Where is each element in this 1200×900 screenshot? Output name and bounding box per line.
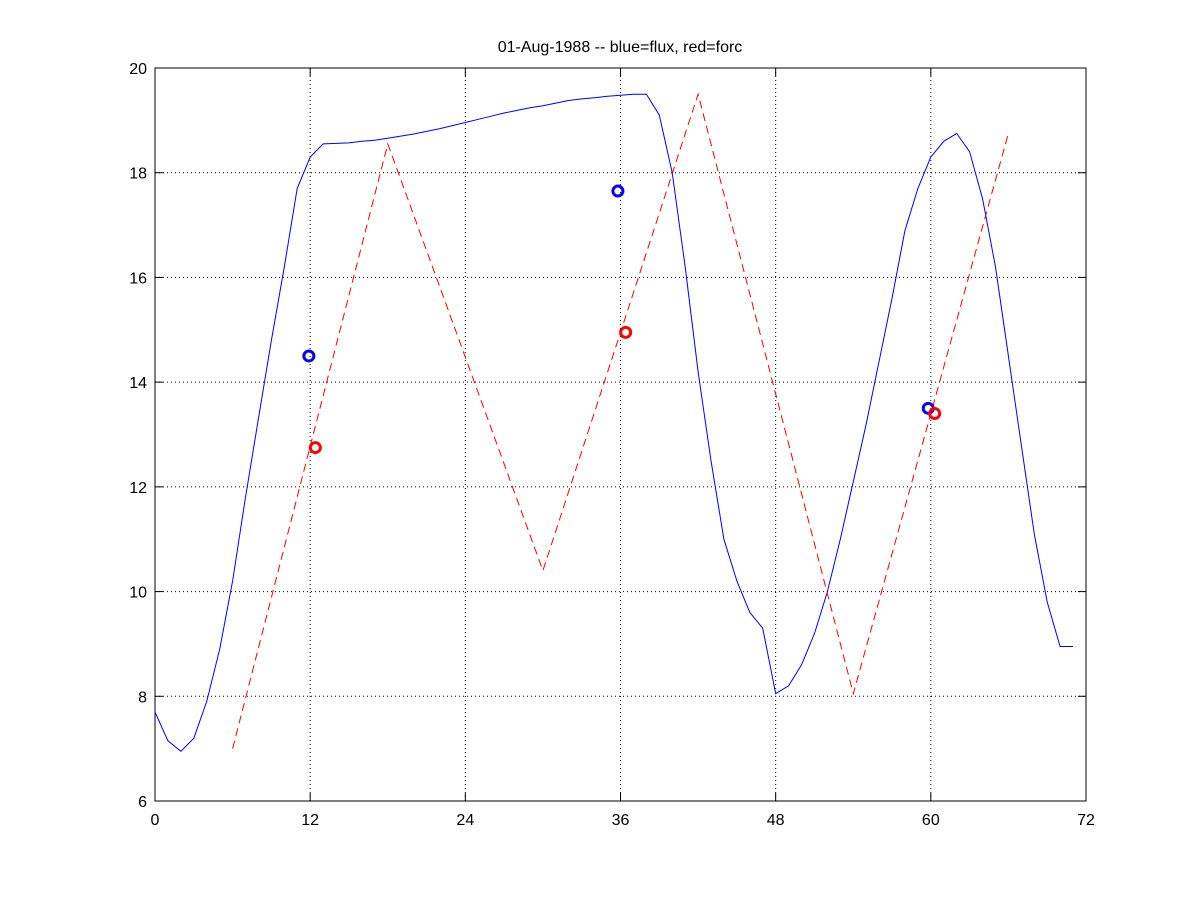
x-tick-label: 72	[1077, 812, 1095, 829]
x-tick-label: 0	[151, 812, 160, 829]
marker-flux	[611, 184, 625, 198]
series-line-flux	[154, 93, 1074, 752]
y-tick-label: 12	[129, 480, 147, 497]
x-tick-label: 48	[767, 812, 785, 829]
marker-forc	[619, 325, 633, 339]
x-tick-label: 24	[456, 812, 474, 829]
marker-forc	[928, 407, 942, 421]
x-tick-label: 60	[922, 812, 940, 829]
tick-label-layer: 0 12 24 36 48 60 72 6 8 10 12 14 16 18 20	[129, 61, 1095, 829]
y-tick-label: 16	[129, 270, 147, 287]
plot-frame	[154, 67, 1087, 802]
axes-layer	[154, 67, 1087, 802]
x-tick-label: 36	[612, 812, 630, 829]
marker-flux	[302, 349, 316, 363]
y-tick-label: 14	[129, 375, 147, 392]
y-tick-label: 20	[129, 61, 147, 78]
y-tick-label: 10	[129, 585, 147, 602]
grid-layer	[155, 68, 1086, 801]
chart-title: 01-Aug-1988 -- blue=flux, red=forc	[498, 39, 743, 56]
y-tick-label: 6	[138, 794, 147, 811]
y-tick-label: 18	[129, 166, 147, 183]
marker-layer	[302, 184, 942, 455]
y-tick-label: 8	[138, 689, 147, 706]
marker-forc	[308, 441, 322, 455]
x-tick-label: 12	[301, 812, 319, 829]
